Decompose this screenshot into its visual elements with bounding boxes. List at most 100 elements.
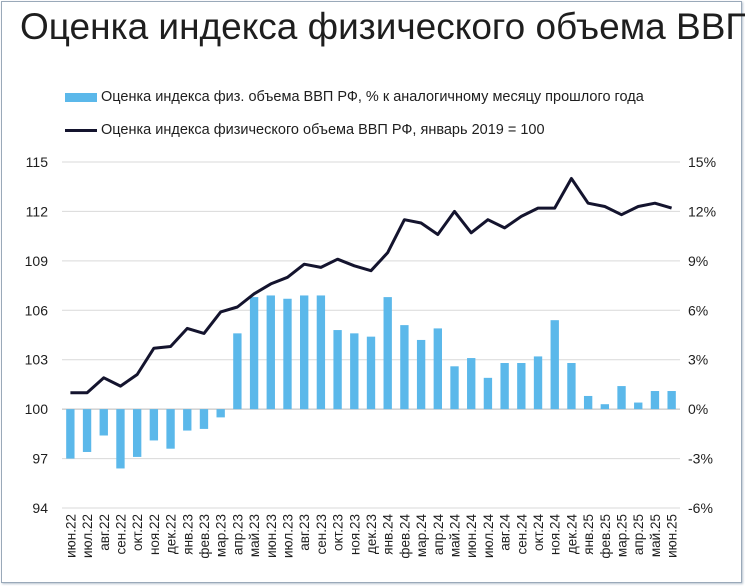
legend-item-bars: Оценка индекса физ. объема ВВП РФ, % к а…	[65, 87, 644, 107]
x-tick-label: сен.22	[113, 514, 128, 554]
x-tick-label: май.25	[648, 514, 663, 557]
x-tick-label: дек.23	[364, 514, 379, 554]
x-tick-label: июн.25	[665, 514, 680, 558]
bar	[283, 298, 292, 410]
y-right-tick-label: 6%	[688, 302, 708, 318]
bar	[66, 409, 75, 459]
y-left-tick-label: 115	[26, 154, 49, 170]
x-tick-label: дек.22	[164, 514, 179, 554]
x-tick-label: июн.24	[464, 514, 479, 558]
x-tick-label: янв.24	[381, 514, 396, 555]
chart-title: Оценка индекса физического объема ВВП	[20, 6, 745, 47]
y-right-tick-label: 0%	[688, 401, 708, 417]
x-tick-label: июл.24	[481, 514, 496, 559]
x-tick-label: янв.23	[180, 514, 195, 555]
x-tick-label: сен.23	[314, 514, 329, 554]
y-right-tick-label: 12%	[688, 203, 716, 219]
bar	[199, 409, 209, 429]
bar	[300, 295, 309, 410]
y-left-tick-label: 97	[32, 451, 48, 467]
x-tick-label: окт.22	[130, 514, 145, 551]
x-tick-label: янв.25	[581, 514, 596, 555]
x-tick-label: фев.25	[598, 514, 613, 559]
y-left-tick-label: 109	[25, 253, 49, 269]
bar	[650, 391, 660, 410]
bar	[667, 391, 676, 410]
y-right-tick-label: 3%	[688, 352, 708, 368]
bar	[517, 363, 526, 410]
x-tick-label: апр.25	[631, 514, 646, 555]
bar	[634, 402, 643, 410]
bar	[233, 333, 242, 410]
bar	[500, 363, 509, 410]
bar	[183, 409, 192, 431]
bar	[249, 297, 259, 410]
legend-swatch-bars	[65, 92, 97, 102]
x-tick-label: мар.25	[615, 514, 630, 557]
x-tick-label: апр.23	[230, 514, 245, 555]
x-tick-label: фев.24	[397, 514, 412, 559]
x-tick-label: дек.24	[564, 514, 579, 555]
y-left-tick-label: 112	[26, 203, 49, 219]
bar	[99, 409, 108, 436]
bar	[533, 356, 543, 410]
x-tick-label: май.23	[247, 514, 262, 557]
legend-label-line: Оценка индекса физического объема ВВП РФ…	[101, 122, 545, 138]
y-left-tick-label: 106	[25, 302, 49, 318]
bar	[400, 325, 409, 410]
y-right-tick-label: -3%	[688, 451, 713, 467]
x-tick-label: ноя.24	[548, 514, 563, 556]
y-left-tick-label: 94	[32, 500, 48, 516]
x-tick-label: май.24	[448, 514, 463, 558]
bar	[383, 297, 392, 410]
x-tick-label: июл.22	[80, 514, 95, 558]
bar	[166, 409, 175, 449]
bar	[366, 336, 376, 410]
bar	[583, 395, 593, 410]
bar	[450, 366, 459, 410]
index-line	[70, 177, 673, 395]
bar	[600, 404, 610, 410]
x-tick-label: июл.23	[280, 514, 295, 558]
bar	[416, 339, 426, 410]
x-tick-label: июн.23	[264, 514, 279, 558]
x-tick-label: апр.24	[431, 514, 446, 556]
x-tick-label: авг.24	[498, 514, 513, 551]
legend-label-bars: Оценка индекса физ. объема ВВП РФ, % к а…	[101, 89, 644, 105]
legend-swatch-line	[65, 128, 97, 132]
bar	[149, 409, 159, 441]
bar	[550, 320, 559, 410]
x-tick-label: фев.23	[197, 514, 212, 559]
x-tick-label: мар.23	[214, 514, 229, 557]
bar	[116, 409, 125, 469]
bar	[433, 328, 442, 410]
x-tick-label: ноя.22	[147, 514, 162, 555]
y-left-tick-label: 103	[25, 352, 49, 368]
bar	[617, 386, 626, 410]
x-tick-label: авг.22	[97, 514, 112, 551]
legend-item-line: Оценка индекса физического объема ВВП РФ…	[65, 120, 545, 140]
x-tick-label: июн.22	[63, 514, 78, 558]
x-tick-label: окт.24	[531, 514, 546, 552]
y-right-tick-label: 15%	[688, 154, 716, 170]
bar	[132, 409, 142, 457]
bar	[216, 409, 225, 418]
x-tick-label: ноя.23	[347, 514, 362, 555]
bar	[266, 295, 275, 410]
x-tick-label: авг.23	[297, 514, 312, 551]
x-tick-label: окт.23	[331, 514, 346, 551]
y-left-tick-label: 100	[25, 401, 49, 417]
bar	[333, 330, 342, 410]
bar	[316, 295, 326, 410]
y-right-tick-label: -6%	[688, 500, 713, 516]
x-tick-label: мар.24	[414, 514, 429, 558]
bar	[567, 363, 576, 410]
bar	[82, 409, 92, 452]
x-tick-label: сен.24	[514, 514, 529, 555]
bar	[483, 377, 493, 410]
bar	[350, 333, 359, 410]
y-right-tick-label: 9%	[688, 253, 708, 269]
bar	[467, 358, 476, 410]
